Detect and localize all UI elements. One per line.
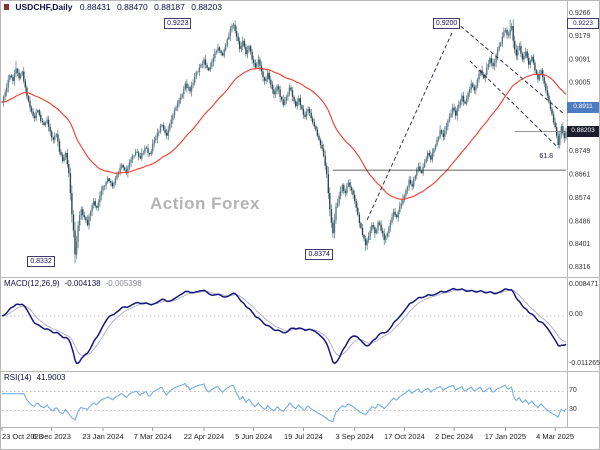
rsi-level-70-label: 70 bbox=[569, 386, 577, 394]
macd-axis-low-label: -0.011265 bbox=[569, 360, 600, 367]
price-axis-tick: 0.9179 bbox=[569, 33, 591, 40]
macd-axis-high-label: 0.008471 bbox=[569, 281, 599, 288]
annotation-prior-high: 0.9223 bbox=[164, 17, 192, 29]
down-candles bbox=[10, 24, 566, 255]
price-axis-tick: 0.9091 bbox=[569, 57, 591, 64]
macd-signal-line bbox=[1, 289, 567, 357]
low-value: 0.88187 bbox=[154, 2, 185, 12]
price-axis-tick: 0.9266 bbox=[569, 10, 591, 17]
macd-indicator-label: MACD(12,26,9) bbox=[4, 279, 60, 288]
rsi-indicator-label: RSI(14) bbox=[4, 373, 32, 382]
price-axis-tick: 0.8574 bbox=[569, 195, 591, 202]
rsi-current-value: 41.9003 bbox=[36, 373, 66, 382]
falling-trendline-2 bbox=[469, 60, 559, 149]
annotation-prior-low: 0.8332 bbox=[27, 255, 55, 267]
price-axis-tick: 0.8401 bbox=[569, 241, 591, 248]
date-axis-label: 22 Apr 2024 bbox=[184, 432, 224, 441]
macd-line bbox=[1, 287, 567, 365]
macd-current-value: -0.004138 bbox=[64, 279, 101, 288]
date-axis-label: 17 Jan 2025 bbox=[485, 432, 526, 441]
macd-signal-current-value: -0.005398 bbox=[105, 279, 142, 288]
macd-panel-header: MACD(12,26,9) -0.004138 -0.005398 bbox=[4, 279, 142, 288]
date-axis-label: 3 Sep 2024 bbox=[336, 432, 374, 441]
close-value: 0.88203 bbox=[191, 2, 222, 12]
date-axis-label: 7 Mar 2024 bbox=[134, 432, 172, 441]
high-value: 0.88470 bbox=[117, 2, 148, 12]
open-value: 0.88431 bbox=[79, 2, 111, 12]
rsi-level-30-label: 30 bbox=[569, 406, 577, 414]
up-candles bbox=[1, 24, 567, 255]
annotation-recent-low: 0.8374 bbox=[305, 249, 333, 261]
price-axis-tick: 0.8486 bbox=[569, 218, 591, 225]
date-axis-label: 17 Oct 2024 bbox=[384, 432, 425, 441]
macd-axis-zero-label: 0.00 bbox=[569, 311, 583, 319]
chart-header: USDCHF,Daily 0.88431 0.88470 0.88187 0.8… bbox=[4, 2, 226, 12]
symbol-timeframe-label: USDCHF,Daily bbox=[15, 2, 73, 12]
date-axis-label: 5 Jun 2024 bbox=[235, 432, 272, 441]
date-axis-label: 2 Dec 2024 bbox=[435, 432, 473, 441]
annotation-recent-high: 0.9200 bbox=[432, 17, 461, 29]
date-axis-label: 4 Mar 2025 bbox=[536, 432, 574, 441]
rising-trendline bbox=[366, 31, 454, 221]
axis-ema-value-box: 0.8911 bbox=[567, 101, 599, 113]
date-axis-label: 23 Oct 2023 bbox=[2, 432, 43, 441]
instrument-icon bbox=[4, 4, 9, 10]
date-axis-label: 6 Dec 2023 bbox=[33, 432, 71, 441]
watermark: Action Forex bbox=[150, 194, 260, 213]
price-axis-tick: 0.9005 bbox=[569, 80, 591, 87]
axis-resistance-box: 0.9223 bbox=[567, 18, 599, 30]
price-axis-tick: 0.8316 bbox=[569, 264, 591, 271]
rsi-line bbox=[2, 382, 567, 423]
axis-current-price-box: 0.88203 bbox=[567, 126, 599, 138]
candle-wicks bbox=[1, 19, 567, 264]
fibonacci-retracement-label: 61.8 bbox=[539, 153, 553, 161]
price-axis-tick: 0.8661 bbox=[569, 172, 591, 179]
date-axis-label: 19 Jul 2024 bbox=[284, 432, 323, 441]
ema55-line bbox=[1, 67, 567, 200]
price-axis-tick: 0.8749 bbox=[569, 148, 591, 155]
falling-trendline-1 bbox=[455, 21, 565, 115]
rsi-panel-header: RSI(14) 41.9003 bbox=[4, 373, 65, 382]
date-axis-label: 23 Jan 2024 bbox=[82, 432, 123, 441]
